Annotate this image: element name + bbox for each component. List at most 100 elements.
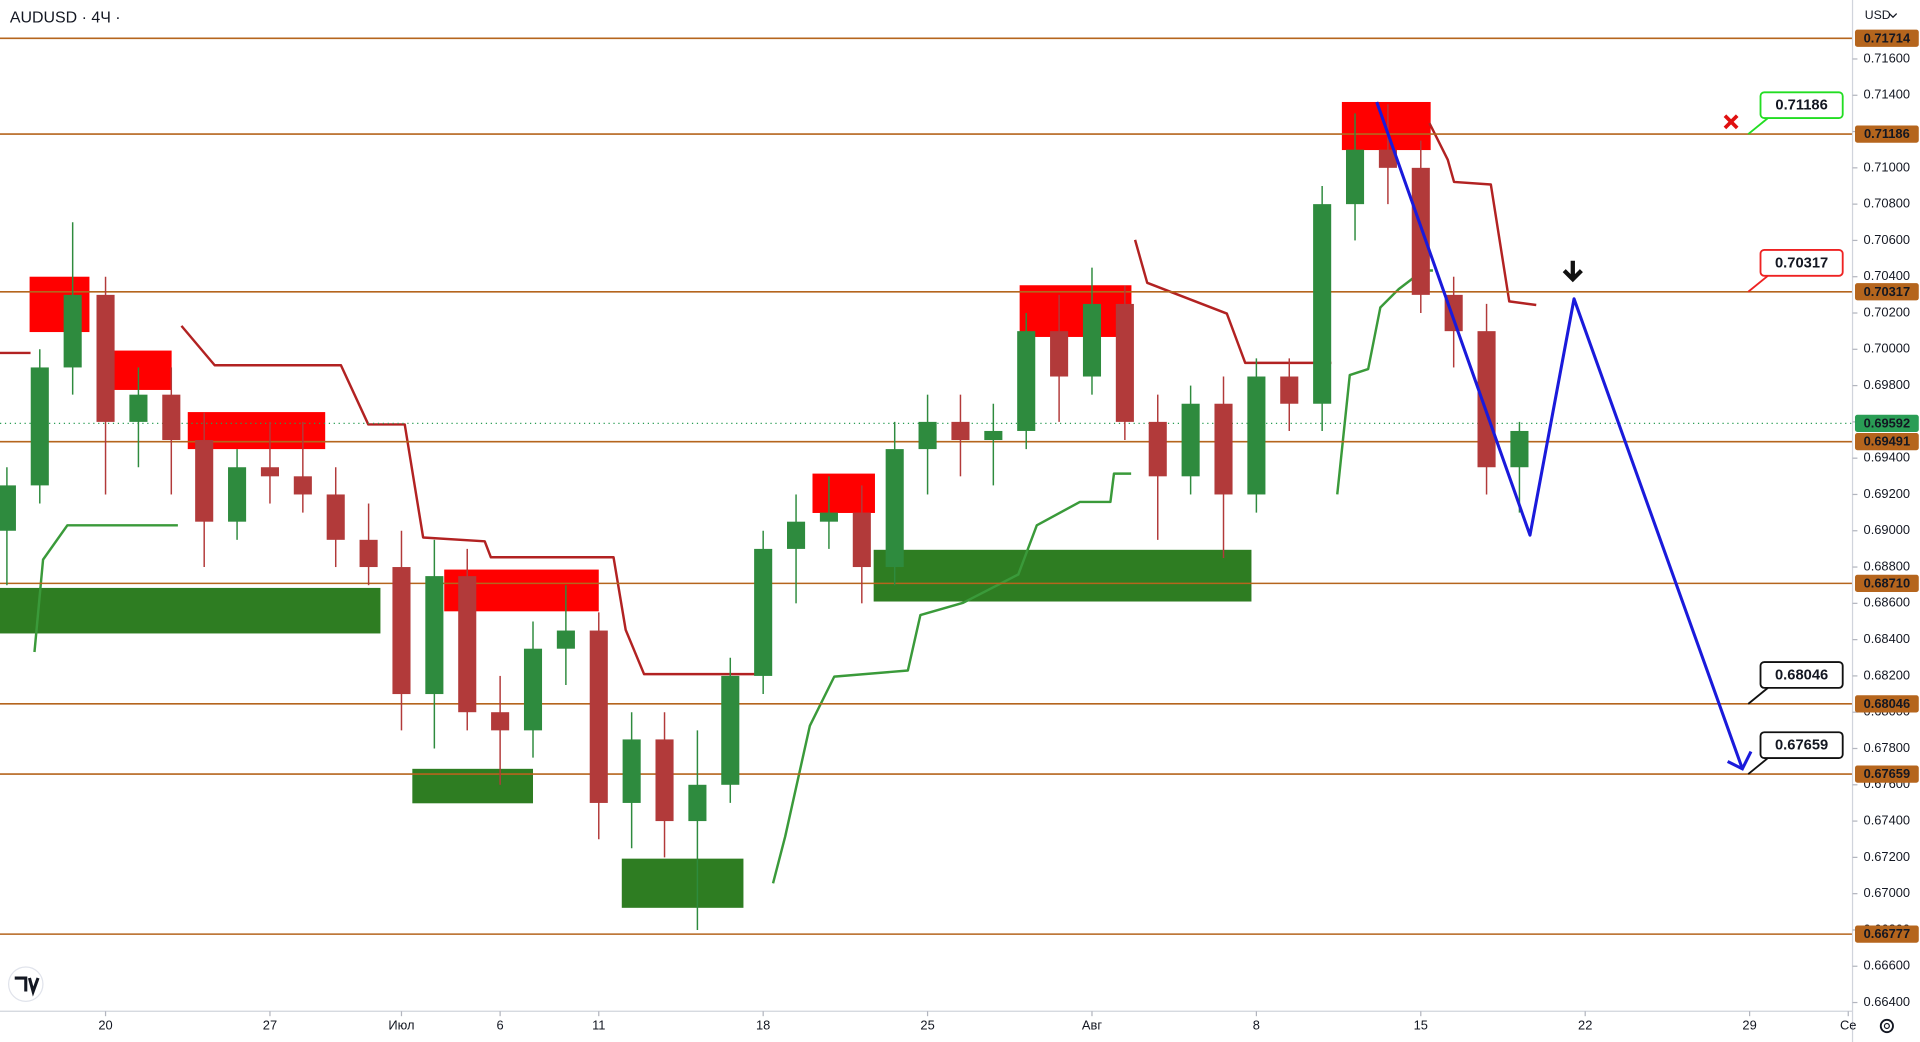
- currency[interactable]: USD: [1865, 8, 1891, 22]
- y-tick-label: 0.67200: [1864, 849, 1910, 864]
- candle-body: [1280, 376, 1299, 404]
- level-price-tag: [1854, 695, 1919, 713]
- y-tick-label: 0.71000: [1864, 159, 1910, 174]
- callout-pointer: [1747, 757, 1769, 775]
- x-tick-label: 8: [1253, 1017, 1260, 1032]
- axes: 0.716000.714000.712000.710000.708000.706…: [98, 29, 1919, 1032]
- candle-body: [688, 784, 707, 822]
- y-tick-label: 0.68800: [1864, 558, 1910, 573]
- x-tick-label: 27: [263, 1017, 277, 1032]
- candle-body: [1313, 204, 1332, 404]
- y-tick-label: 0.69000: [1864, 522, 1910, 537]
- candle-body: [852, 512, 871, 568]
- candle-body: [885, 449, 904, 568]
- level-price-tag: [1854, 925, 1919, 943]
- plot-area: 0.71186 0.70317 0.68046 0.67659: [0, 37, 1853, 935]
- level-price-tag: [1854, 765, 1919, 783]
- tv-logo: [7, 966, 44, 1003]
- candle-body: [1378, 149, 1397, 168]
- level-price-tag: [1854, 574, 1919, 592]
- level-price-label: 0.71714: [1864, 30, 1911, 45]
- candle-body: [951, 421, 970, 441]
- candle-body: [655, 739, 674, 822]
- candle-body: [721, 675, 740, 785]
- x-tick-label: Июл: [388, 1017, 414, 1032]
- callout-label: 0.71186: [1775, 98, 1827, 114]
- y-tick-label: 0.68200: [1864, 667, 1910, 682]
- zone: [873, 549, 1252, 602]
- x-tick-label: 20: [98, 1017, 112, 1032]
- candle-body: [523, 648, 543, 731]
- candle-body: [326, 494, 345, 540]
- candle-body: [1115, 303, 1134, 422]
- candle-body: [63, 294, 82, 368]
- candle-body: [359, 539, 378, 568]
- forecast-path: [1375, 101, 1744, 770]
- zone: [0, 587, 381, 634]
- forecast-arrowhead: [1726, 750, 1753, 771]
- candle-body: [195, 440, 214, 522]
- level-price-tag: [1854, 29, 1919, 47]
- candle-body: [622, 739, 641, 803]
- down-arrow: [1562, 260, 1583, 283]
- level-price-label: 0.67659: [1864, 766, 1910, 781]
- level-price-tag: [1854, 433, 1919, 451]
- candle-body: [228, 467, 247, 522]
- x-tick-label: 18: [756, 1017, 770, 1032]
- candle-body: [1082, 303, 1102, 377]
- level-price-tag: [1854, 283, 1919, 301]
- candle-body: [1214, 403, 1233, 495]
- candle-body: [1510, 430, 1529, 468]
- y-tick-label: 0.66600: [1864, 958, 1910, 973]
- x-tick-label: 29: [1742, 1017, 1756, 1032]
- candle-body: [392, 567, 411, 695]
- y-tick-label: 0.68400: [1864, 631, 1910, 646]
- zone: [812, 473, 875, 513]
- symbol-title[interactable]: AUDUSD · 4Ч ·: [10, 10, 121, 27]
- callout-pointer: [1747, 687, 1769, 705]
- x-tick-label: Се: [1840, 1017, 1856, 1032]
- candle-body: [1345, 149, 1365, 205]
- callout-pointer: [1747, 275, 1769, 293]
- zone: [621, 858, 744, 908]
- y-tick-label: 0.69200: [1864, 486, 1910, 501]
- level-price-label: 0.68046: [1864, 696, 1910, 711]
- current-price-label: 0.69592: [1864, 415, 1910, 430]
- level-price-label: 0.70317: [1864, 284, 1910, 299]
- y-tick-label: 0.69400: [1864, 450, 1910, 465]
- candle-body: [458, 576, 477, 713]
- y-tick-label: 0.71600: [1864, 50, 1910, 65]
- candle-body: [96, 294, 115, 422]
- y-tick-label: 0.70400: [1864, 268, 1910, 283]
- candle-body: [1050, 331, 1069, 377]
- x-tick-label: 6: [497, 1017, 504, 1032]
- level-price-label: 0.66777: [1864, 926, 1910, 941]
- callout-pointer: [1747, 117, 1769, 135]
- candle-body: [787, 521, 806, 549]
- level-price-label: 0.71186: [1864, 126, 1910, 141]
- current-price-tag: [1854, 414, 1919, 432]
- candle-body: [556, 630, 575, 649]
- level-price-label: 0.68710: [1864, 575, 1910, 590]
- candle-body: [30, 367, 49, 486]
- x-tick-label: 25: [920, 1017, 934, 1032]
- candle-body: [1017, 331, 1036, 431]
- candle-body: [260, 467, 279, 477]
- trailing-stop-line: [0, 122, 1537, 676]
- callout-box: [1759, 249, 1844, 277]
- y-tick-label: 0.70000: [1864, 341, 1910, 356]
- candle-body: [0, 485, 16, 531]
- candle-body: [1148, 421, 1167, 477]
- candle-body: [491, 712, 510, 731]
- candle-body: [1181, 403, 1200, 477]
- y-tick-label: 0.67400: [1864, 812, 1910, 827]
- zone: [1019, 285, 1132, 337]
- callout-label: 0.68046: [1775, 667, 1828, 683]
- candle-body: [1477, 331, 1496, 468]
- settings-icon[interactable]: [1879, 1018, 1894, 1034]
- zone: [111, 350, 172, 390]
- candle-body: [918, 421, 937, 450]
- callout-box: [1759, 91, 1844, 120]
